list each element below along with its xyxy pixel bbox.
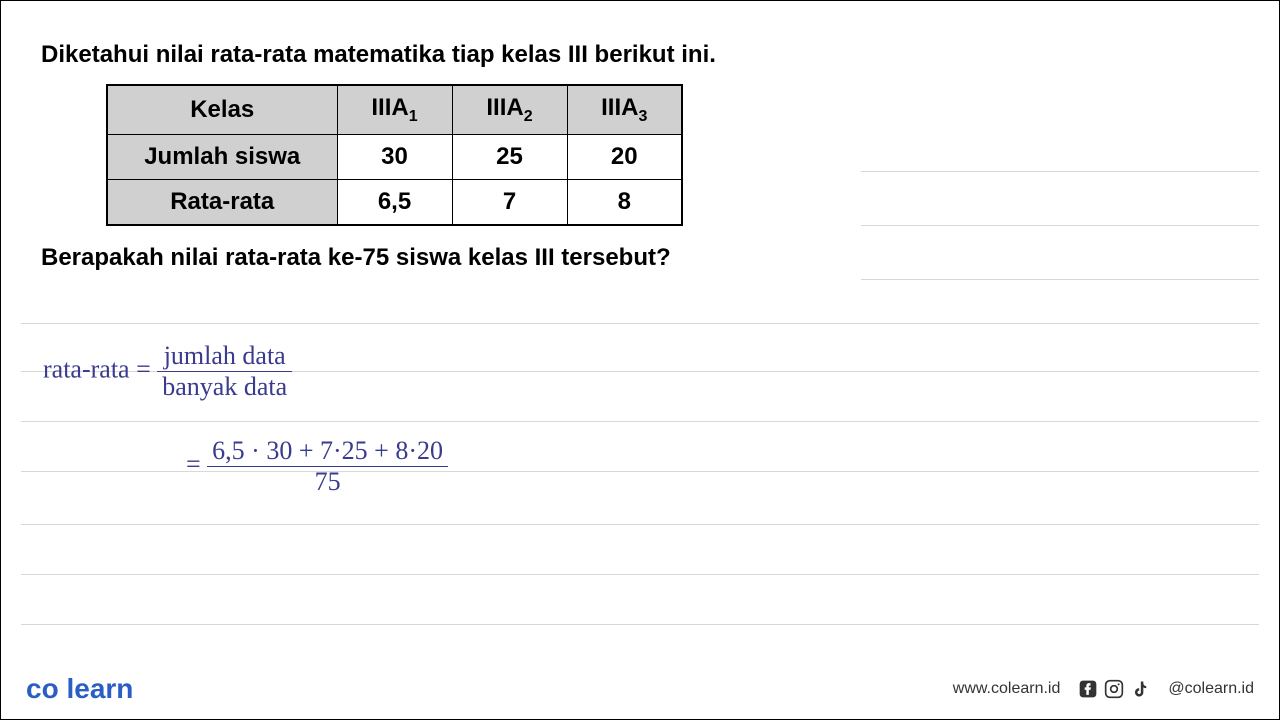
- header-iiia3: IIIA3: [567, 85, 682, 134]
- notebook-lines: [1, 166, 1279, 659]
- logo: co learn: [26, 673, 133, 705]
- footer: co learn www.colearn.id @colearn.id: [1, 659, 1279, 719]
- facebook-icon: [1078, 679, 1098, 699]
- footer-url: www.colearn.id: [953, 680, 1061, 698]
- social-icons: [1078, 679, 1150, 699]
- footer-handle: @colearn.id: [1168, 680, 1254, 698]
- problem-title: Diketahui nilai rata-rata matematika tia…: [41, 41, 1239, 69]
- instagram-icon: [1104, 679, 1124, 699]
- formula-calculation: = 6,5 · 30 + 7·25 + 8·20 75: [186, 436, 448, 497]
- header-kelas: Kelas: [107, 85, 337, 134]
- formula-definition: rata-rata = jumlah data banyak data: [43, 341, 292, 402]
- tiktok-icon: [1130, 679, 1150, 699]
- header-iiia2: IIIA2: [452, 85, 567, 134]
- header-iiia1: IIIA1: [337, 85, 452, 134]
